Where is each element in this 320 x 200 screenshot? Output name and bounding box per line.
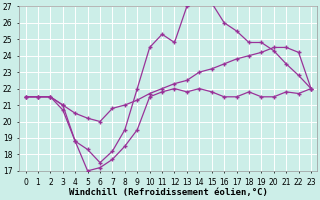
X-axis label: Windchill (Refroidissement éolien,°C): Windchill (Refroidissement éolien,°C) <box>69 188 268 197</box>
